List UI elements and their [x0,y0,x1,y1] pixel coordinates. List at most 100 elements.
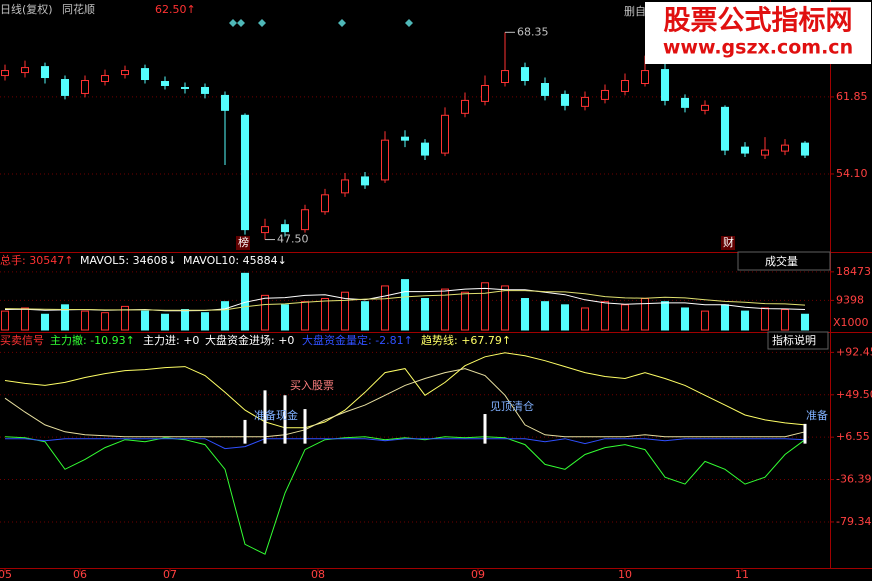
candle-body [261,226,269,234]
series-line [4,352,806,429]
volume-bar [1,310,9,331]
volume-bar [681,307,689,331]
y-tick-label: +6.55 [836,430,870,443]
menu-box[interactable] [767,331,829,350]
volume-bar [101,312,109,331]
signal-diamonds [229,19,413,27]
volume-bar [221,301,229,331]
candle-body [321,194,329,213]
frame [0,0,872,569]
volume-bar [441,288,449,331]
menu-box[interactable] [737,251,831,271]
signal-label: 见顶清仓 [490,399,534,413]
volume-bar [581,307,589,331]
x-tick-label: 09 [471,568,485,581]
candle-body [341,179,349,194]
candle-body [221,94,229,111]
candle-body [281,224,289,233]
candle-body [181,86,189,89]
candle-body [681,97,689,108]
x-tick-label: 06 [73,568,87,581]
diamond [237,19,245,27]
signal-bar [803,423,807,444]
header-text: 主力进: +0 [143,334,199,347]
marker: 财 [723,235,734,249]
candle-body [141,68,149,81]
candle-body [401,136,409,141]
candle-body [21,67,29,74]
candle-body [761,149,769,156]
header-text: MAVOL5: 34608↓ [80,254,177,267]
header-text: MAVOL10: 45884↓ [183,254,287,267]
x-tick-label: 08 [311,568,325,581]
volume-bar [61,304,69,331]
candle-body [161,81,169,86]
candle-body [361,176,369,186]
signal-bar [283,395,287,444]
menu-label[interactable]: 指标说明 [772,333,816,347]
header-text: 大盘资金量定: -2.81↑ [302,333,413,347]
volume-bar [761,307,769,331]
candle-body [741,146,749,154]
volume-bar [721,304,729,331]
candle-body [701,104,709,111]
y-tick-label: -36.39 [836,473,871,486]
y-tick-label: 18473 [836,265,871,278]
series-line [5,438,806,450]
marker: 榜 [238,235,249,249]
volume-bar [421,298,429,331]
header-text: 同花顺 [62,3,95,16]
marker-box [236,236,250,250]
candle-body [101,75,109,83]
candle-body [201,86,209,94]
candle-body [601,89,609,100]
annotation-label: 47.50 [277,233,309,246]
signal-bar [303,409,307,444]
volume-bar [361,301,369,331]
series-line [4,436,806,555]
y-tick-label: 54.10 [836,167,868,180]
volume-bar [561,304,569,331]
header-text: 主力撤: -10.93↑ [50,333,135,347]
candle-body [721,106,729,151]
volume-bar [301,301,309,331]
volume-bar [141,310,149,331]
volume-bar [201,312,209,331]
menu-label[interactable]: 成交量 [765,254,798,268]
marker-box [721,236,735,250]
volume-bar [21,307,29,331]
signal-bar [263,390,267,444]
candle-body [641,70,649,84]
candle-body [381,139,389,181]
x-tick-label: 11 [735,568,749,581]
signal-label: 买入股票 [290,379,334,392]
diamond [405,19,413,27]
candle-body [581,96,589,107]
watermark: 股票公式指标网 [664,6,853,37]
series-line [4,290,806,311]
volume-bar [801,313,809,331]
annotation-label: 68.35 [517,25,549,38]
candle-body [1,70,9,77]
volume-bar [281,304,289,331]
unit-label: X1000 [833,316,869,329]
volume-bar [81,310,89,331]
candle-body [121,70,129,76]
corner-text: 删自 [624,5,646,18]
candle-body [461,99,469,114]
signal-label: 准备 [806,408,828,422]
candle-body [561,93,569,106]
candle-body [501,70,509,84]
candle-body [41,66,49,79]
diamond [258,19,266,27]
y-tick-label: +92.45 [836,345,872,358]
candle-body [301,209,309,231]
candle-body [61,79,69,96]
candle-body [81,80,89,94]
candle-body [241,114,249,231]
volume-bar [481,282,489,331]
candle-body [421,142,429,156]
volume-bar [461,291,469,331]
volume-bar [41,313,49,331]
